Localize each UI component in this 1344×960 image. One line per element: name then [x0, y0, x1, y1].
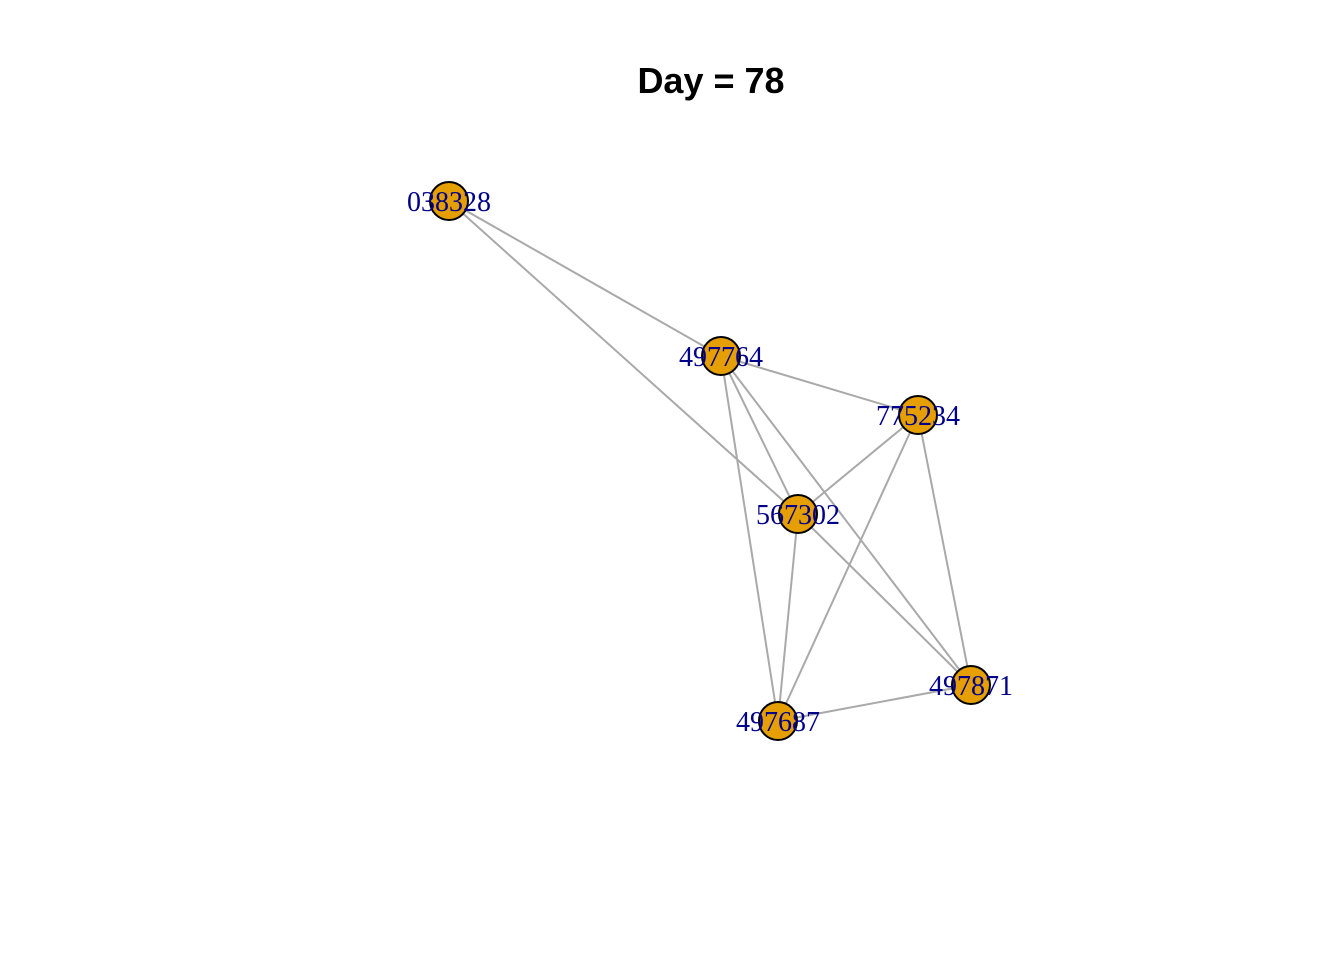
edge-775234-497687: [777, 414, 919, 722]
node-775234: [898, 395, 938, 435]
edge-775234-567302: [797, 414, 919, 515]
edge-497764-567302: [720, 355, 799, 515]
node-label-775234: 775234: [876, 401, 960, 432]
node-layer: [429, 181, 991, 741]
edge-775234-497871: [917, 414, 972, 686]
node-567302: [778, 494, 818, 534]
node-label-567302: 567302: [756, 500, 840, 531]
node-label-497871: 497871: [929, 671, 1013, 702]
edge-497764-775234: [720, 355, 919, 416]
graph-title: Day = 78: [637, 60, 784, 101]
edge-038328-497764: [448, 200, 722, 357]
node-label-038328: 038328: [407, 187, 491, 218]
edge-567302-497871: [797, 513, 972, 686]
edge-497871-497687: [777, 684, 972, 722]
node-label-497687: 497687: [736, 707, 820, 738]
label-layer: 038328 497764 775234 567302 497871 497687: [407, 187, 1013, 738]
node-038328: [429, 181, 469, 221]
node-497871: [951, 665, 991, 705]
edge-layer: [448, 200, 972, 722]
edge-038328-567302: [448, 200, 799, 515]
edge-567302-497687: [777, 513, 799, 722]
edge-497764-497871: [720, 355, 972, 686]
node-497687: [758, 701, 798, 741]
edge-497764-497687: [720, 355, 779, 722]
node-497764: [701, 336, 741, 376]
node-label-497764: 497764: [679, 342, 763, 373]
